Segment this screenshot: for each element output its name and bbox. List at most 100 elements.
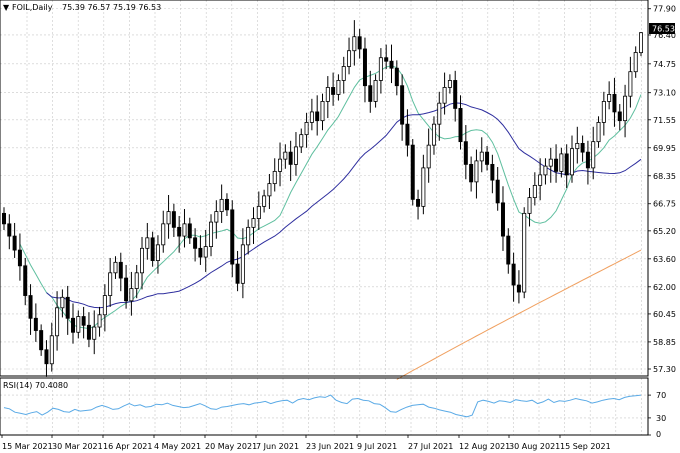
candle-body [44, 349, 49, 365]
candle [511, 252, 516, 302]
candle [607, 81, 612, 110]
candle-body [320, 101, 325, 122]
candle-body [431, 123, 436, 146]
candle-body [485, 151, 490, 165]
candle-body [591, 141, 596, 169]
candle [230, 200, 235, 278]
candle [214, 200, 219, 239]
candle-body [442, 87, 447, 104]
candle-body [325, 87, 330, 102]
candle-body [28, 295, 33, 319]
date-tick-label: 15 Mar 2021 [2, 442, 53, 451]
candle [585, 140, 590, 185]
candle-body [155, 244, 160, 261]
candle-body [394, 67, 399, 87]
candle [267, 174, 272, 209]
candle-body [193, 237, 198, 249]
price-tick-label: 57.30 [653, 365, 676, 374]
candle [596, 116, 601, 148]
candle [469, 156, 474, 192]
candle-body [612, 94, 617, 113]
candle-body [150, 237, 155, 261]
candle [262, 189, 267, 213]
candle-body [92, 326, 97, 340]
candle-body [389, 60, 394, 69]
candle-body [596, 122, 601, 143]
candle-body [447, 80, 452, 88]
candle [315, 95, 320, 136]
candle [633, 46, 638, 78]
candle-body [368, 85, 373, 102]
ma-long-line [396, 249, 642, 380]
header-arrow: ▼ [3, 3, 10, 12]
price-tick-label: 60.45 [653, 310, 676, 319]
candle [548, 147, 553, 183]
candle-body [453, 80, 458, 109]
candle-body [262, 195, 267, 207]
candles [2, 20, 643, 377]
rsi-header: RSI(14) 70.4080 [3, 381, 68, 390]
candle [171, 203, 176, 237]
candle-body [17, 249, 22, 267]
candle-body [511, 263, 516, 286]
candle-body [373, 80, 378, 102]
candle [12, 222, 17, 258]
candle-body [65, 296, 70, 319]
candle [187, 217, 192, 244]
candle [357, 28, 362, 59]
candle [474, 149, 479, 199]
candle-body [362, 48, 367, 87]
candle [55, 291, 60, 351]
candle-body [71, 317, 76, 333]
date-axis: 15 Mar 2021 30 Mar 2021 16 Apr 2021 4 May 2… [1, 435, 611, 451]
candle [485, 146, 490, 171]
candle [416, 189, 421, 220]
candle-body [12, 235, 17, 251]
candle [580, 135, 585, 162]
candle [256, 191, 261, 230]
candle-body [331, 87, 336, 95]
candle-body [81, 316, 86, 326]
candle [479, 137, 484, 173]
candle-body [23, 265, 28, 296]
candle-body [55, 307, 60, 337]
candle-body [416, 198, 421, 207]
date-tick-label: 4 May 2021 [154, 442, 201, 451]
candle [44, 340, 49, 377]
candle [65, 285, 70, 335]
candle-body [293, 146, 298, 165]
candle [49, 322, 54, 372]
candle [378, 48, 383, 94]
candle [182, 208, 187, 248]
header-ohlc: 75.39 76.57 75.19 76.53 [62, 3, 161, 12]
candle [272, 158, 277, 192]
candle-body [134, 272, 139, 289]
candle-body [400, 85, 405, 125]
price-grid [0, 0, 648, 376]
candle-body [256, 205, 261, 220]
candle-body [516, 284, 521, 293]
price-tick-label: 65.20 [653, 227, 676, 236]
candle-body [230, 209, 235, 265]
candle [421, 154, 426, 215]
candle [569, 135, 574, 183]
candle-body [267, 183, 272, 197]
candle [575, 126, 580, 164]
candle [538, 158, 543, 201]
candle [336, 74, 341, 101]
candle-body [187, 223, 192, 239]
candle [639, 32, 643, 57]
candle-body [283, 151, 288, 160]
candle [500, 186, 505, 251]
rsi-tick-label: 70 [656, 391, 666, 400]
candle [426, 128, 431, 183]
candle [591, 126, 596, 180]
rsi-pane-frame [0, 377, 649, 436]
candle [124, 264, 129, 309]
candle [140, 236, 145, 290]
candle [219, 184, 224, 223]
date-tick-label: 30 Aug 2021 [509, 442, 560, 451]
candle-body [490, 163, 495, 181]
candle-body [49, 335, 54, 365]
price-axis: 77.90 76.40 74.75 73.10 71.55 69.95 68.35 66.75… [648, 5, 676, 374]
